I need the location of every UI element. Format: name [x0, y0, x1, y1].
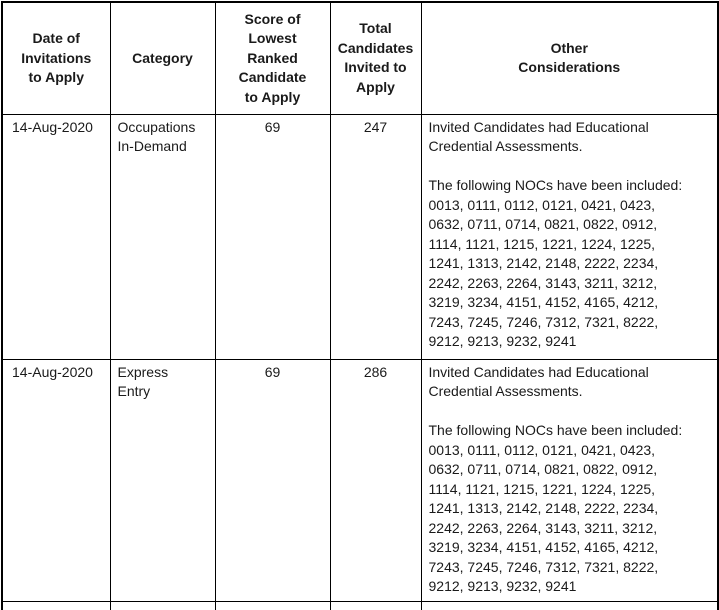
cell-score: 69: [214, 358, 331, 602]
column-header-category: Category: [109, 1, 216, 115]
cell-empty: [420, 600, 719, 610]
cell-other-considerations: Invited Candidates had Educational Crede…: [420, 358, 719, 602]
cell-empty: [214, 600, 331, 610]
header-row: Date of Invitations to Apply Category Sc…: [1, 1, 719, 115]
cell-score: 69: [214, 113, 331, 360]
table-row-cutoff: [1, 600, 719, 610]
cell-empty: [329, 600, 422, 610]
column-header-other-considerations: Other Considerations: [420, 1, 719, 115]
column-header-score: Score of Lowest Ranked Candidate to Appl…: [214, 1, 331, 115]
cell-category: Occupations In-Demand: [109, 113, 216, 360]
cell-date: 14-Aug-2020: [1, 358, 111, 602]
cell-other-considerations: Invited Candidates had Educational Crede…: [420, 113, 719, 360]
column-header-total: Total Candidates Invited to Apply: [329, 1, 422, 115]
cell-empty: [1, 600, 111, 610]
cell-category: Express Entry: [109, 358, 216, 602]
cell-total: 286: [329, 358, 422, 602]
cell-total: 247: [329, 113, 422, 360]
cell-empty: [109, 600, 216, 610]
column-header-date: Date of Invitations to Apply: [1, 1, 111, 115]
table-row: 14-Aug-2020 Express Entry 69 286 Invited…: [1, 358, 719, 602]
table-row: 14-Aug-2020 Occupations In-Demand 69 247…: [1, 113, 719, 360]
cell-date: 14-Aug-2020: [1, 113, 111, 360]
